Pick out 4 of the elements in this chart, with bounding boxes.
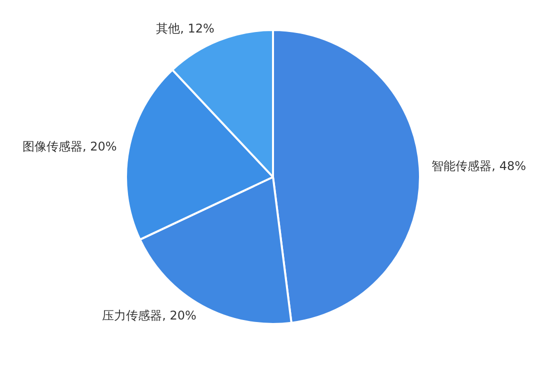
slice-label: 其他, 12% xyxy=(156,21,214,36)
slice-label: 图像传感器, 20% xyxy=(22,139,117,154)
slice-label: 智能传感器, 48% xyxy=(432,159,526,174)
slice-label: 压力传感器, 20% xyxy=(102,308,196,322)
